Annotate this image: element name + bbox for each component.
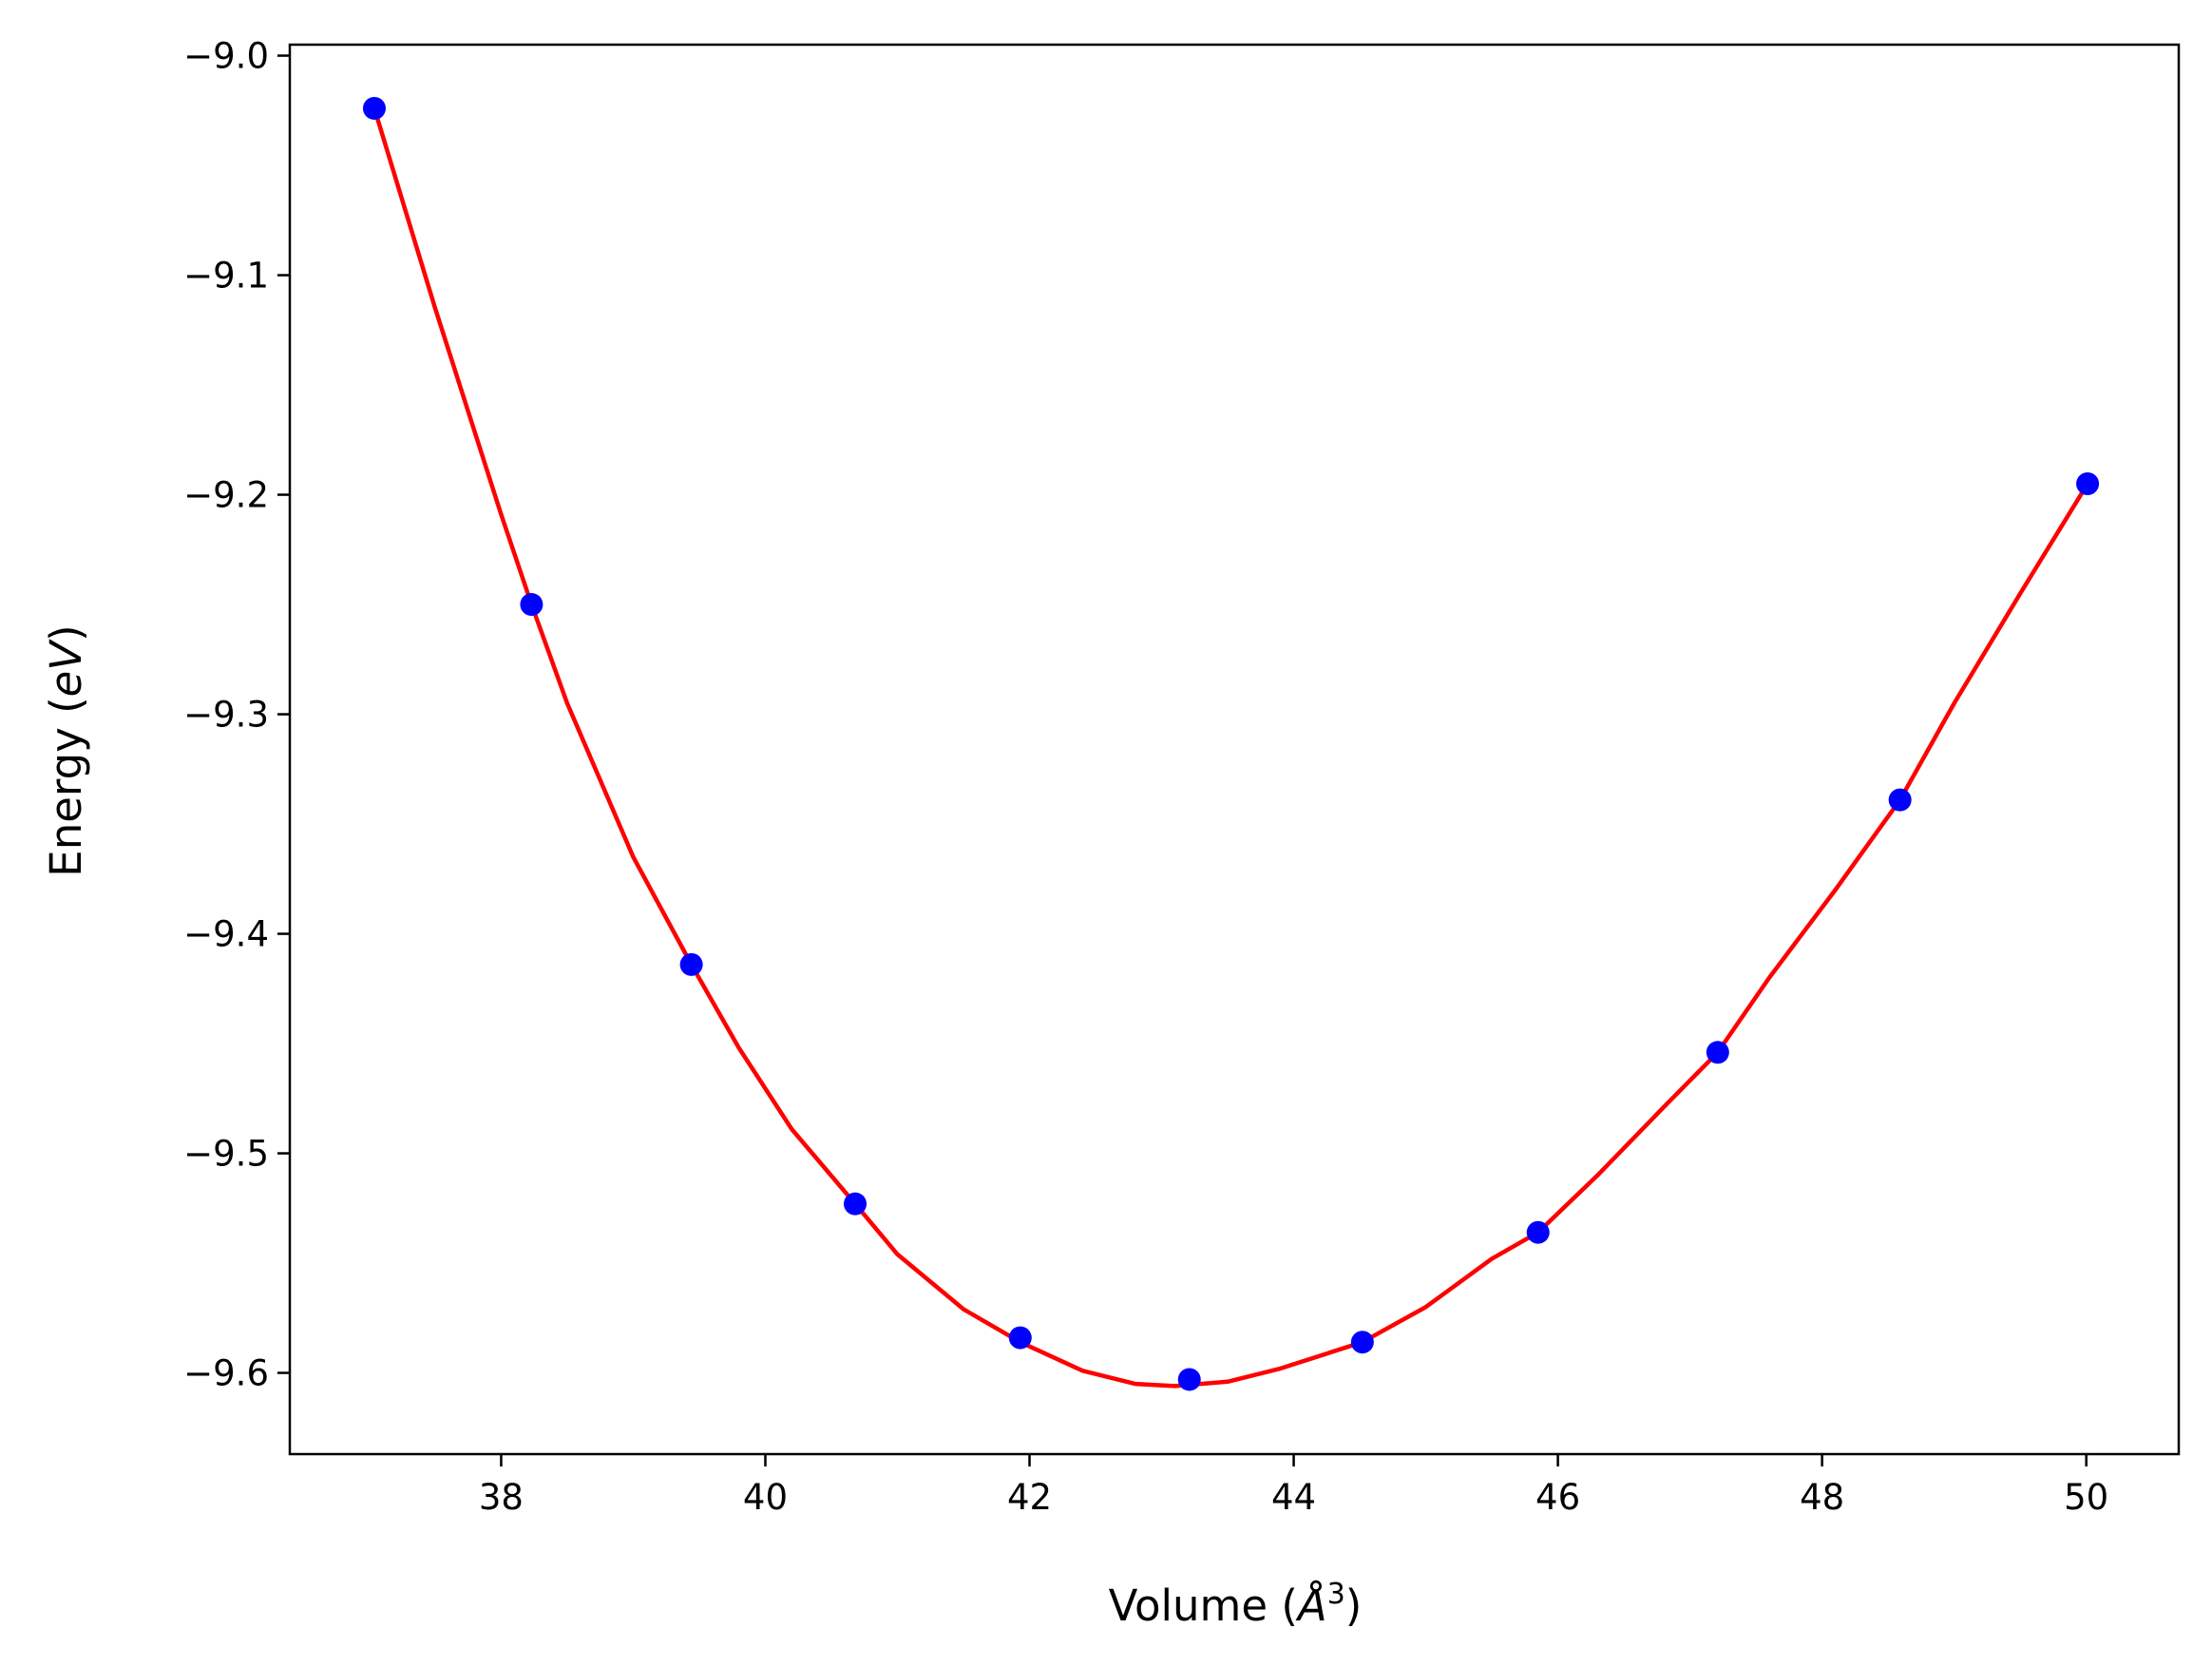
x-tick-label: 46 [1535,1477,1580,1518]
x-tick-label: 42 [1007,1477,1052,1518]
y-tick-label: −9.3 [183,695,269,736]
data-point [679,952,703,976]
x-tick-label: 40 [743,1477,788,1518]
y-tick-label: −9.0 [183,36,269,77]
x-tick-label: 50 [2064,1477,2108,1518]
plot-area [288,43,2181,1456]
x-tick-label: 38 [479,1477,524,1518]
fit-curve-line [372,105,2090,1389]
x-axis-ticks: 38 40 42 44 46 48 50 [479,1454,2108,1518]
data-point [520,593,543,617]
axes-frame [288,43,2181,1456]
y-tick-label: −9.2 [183,475,269,516]
y-axis-ticks: −9.0 −9.1 −9.2 −9.3 −9.4 −9.5 −9.6 [183,36,290,1394]
data-point [1526,1220,1550,1244]
data-point [1706,1041,1729,1064]
data-point [844,1192,868,1216]
y-tick-label: −9.4 [183,914,269,955]
data-point [1350,1331,1374,1354]
y-tick-label: −9.5 [183,1134,269,1175]
x-axis-title: Volume (Å3) [1109,1578,1363,1631]
data-point [1177,1368,1201,1391]
data-point [1008,1326,1032,1350]
data-point [362,96,386,120]
x-tick-label: 48 [1800,1477,1844,1518]
y-axis-title: Energy (eV) [41,624,91,876]
y-tick-label: −9.6 [183,1353,269,1394]
data-point [2076,471,2100,495]
x-tick-label: 44 [1271,1477,1316,1518]
y-tick-label: −9.1 [183,256,269,297]
data-point [1888,788,1912,812]
